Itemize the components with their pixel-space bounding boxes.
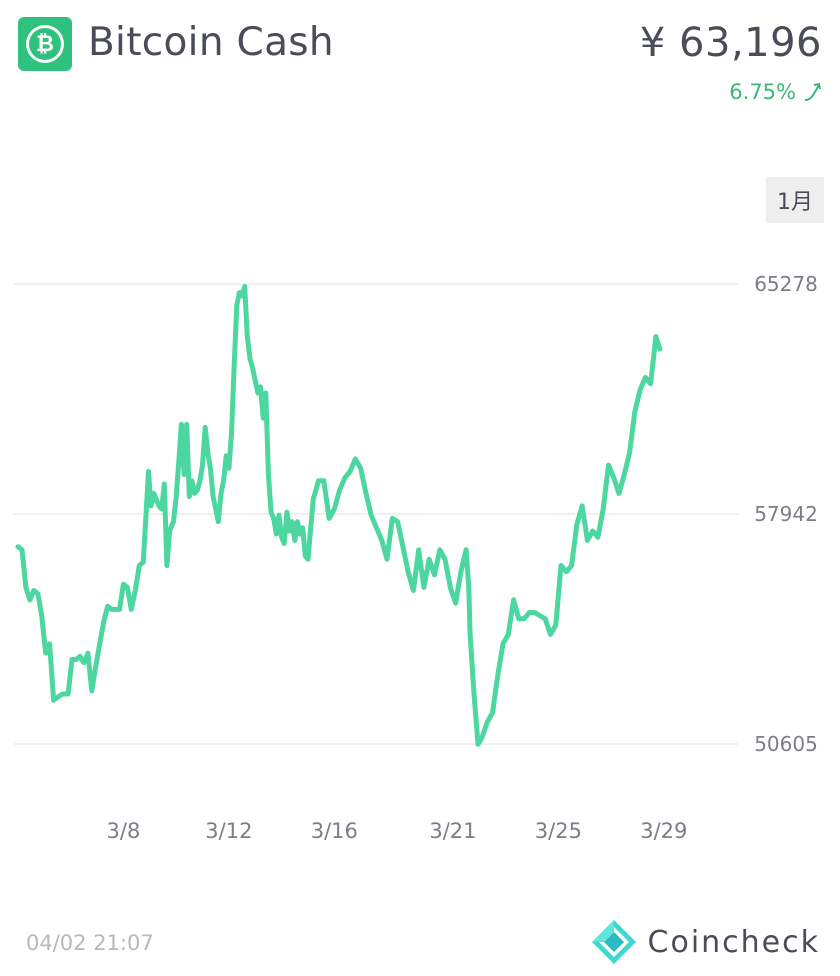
change-percent: 6.75% — [729, 80, 796, 104]
x-tick-label: 3/29 — [640, 819, 687, 843]
trend-up-arrow-icon — [804, 82, 821, 101]
brand-name: Coincheck — [647, 924, 820, 960]
x-tick-label: 3/12 — [205, 819, 252, 843]
coincheck-diamond-icon — [591, 920, 636, 964]
bitcoin-symbol: ₿ — [29, 28, 61, 60]
bitcoin-cash-logo-icon: ₿ — [18, 17, 72, 71]
header: ₿ Bitcoin Cash ¥ 63,196 6.75% — [0, 0, 840, 110]
price-line-series — [15, 283, 663, 747]
y-tick-label: 57942 — [754, 502, 818, 526]
coincheck-brand: Coincheck — [590, 918, 820, 966]
timestamp: 04/02 21:07 — [26, 931, 154, 955]
x-tick-label: 3/25 — [535, 819, 582, 843]
x-tick-label: 3/21 — [429, 819, 476, 843]
coin-name: Bitcoin Cash — [88, 20, 334, 65]
period-selector-1-month[interactable]: 1月 — [766, 177, 824, 223]
x-tick-label: 3/16 — [311, 819, 358, 843]
y-tick-label: 65278 — [754, 272, 818, 296]
current-price: ¥ 63,196 — [639, 20, 822, 66]
price-chart: 65278 57942 50605 3/8 3/12 3/16 3/21 3/25 3/29 — [14, 272, 818, 843]
y-tick-label: 50605 — [754, 732, 818, 756]
x-tick-label: 3/8 — [107, 819, 141, 843]
price-change: 6.75% — [729, 80, 824, 104]
